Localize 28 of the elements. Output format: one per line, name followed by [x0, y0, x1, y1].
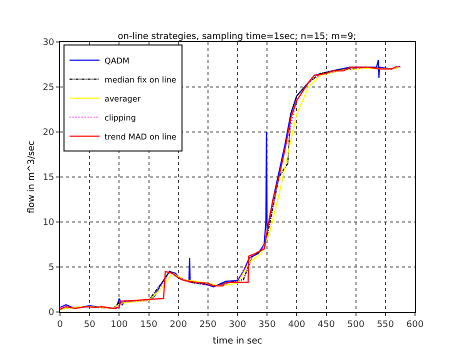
y-tick-label: 25 — [42, 83, 54, 94]
legend-label: averager — [104, 94, 142, 104]
x-tick-label: 450 — [318, 320, 336, 330]
x-tick-label: 350 — [258, 320, 276, 330]
chart-title: on-line strategies, sampling time=1sec; n=15; m=9; — [118, 32, 356, 42]
y-tick-label: 0 — [48, 308, 54, 318]
y-axis-title: flow in m^3/sec — [27, 140, 38, 214]
y-tick-label: 5 — [48, 263, 54, 274]
x-tick-label: 200 — [170, 320, 188, 330]
legend-label: trend MAD on line — [104, 132, 177, 142]
x-tick-label: 550 — [376, 320, 394, 330]
x-tick-label: 100 — [110, 320, 128, 330]
legend-label: median fix on line — [104, 75, 176, 84]
y-tick-label: 20 — [42, 128, 54, 138]
x-tick-label: 0 — [57, 320, 64, 330]
legend-label: clipping — [104, 113, 136, 122]
x-tick-label: 300 — [228, 320, 246, 330]
x-axis-title: time in sec — [212, 336, 262, 347]
x-tick-label: 50 — [84, 320, 96, 330]
y-tick-label: 30 — [42, 38, 54, 48]
y-tick-label: 15 — [42, 173, 54, 184]
legend-label: QADM — [104, 56, 130, 66]
x-tick-label: 600 — [406, 320, 424, 330]
y-tick-label: 10 — [42, 218, 54, 228]
x-tick-label: 500 — [347, 320, 365, 330]
x-tick-label: 150 — [140, 320, 158, 330]
x-tick-label: 250 — [199, 320, 217, 330]
x-tick-label: 400 — [288, 320, 306, 330]
